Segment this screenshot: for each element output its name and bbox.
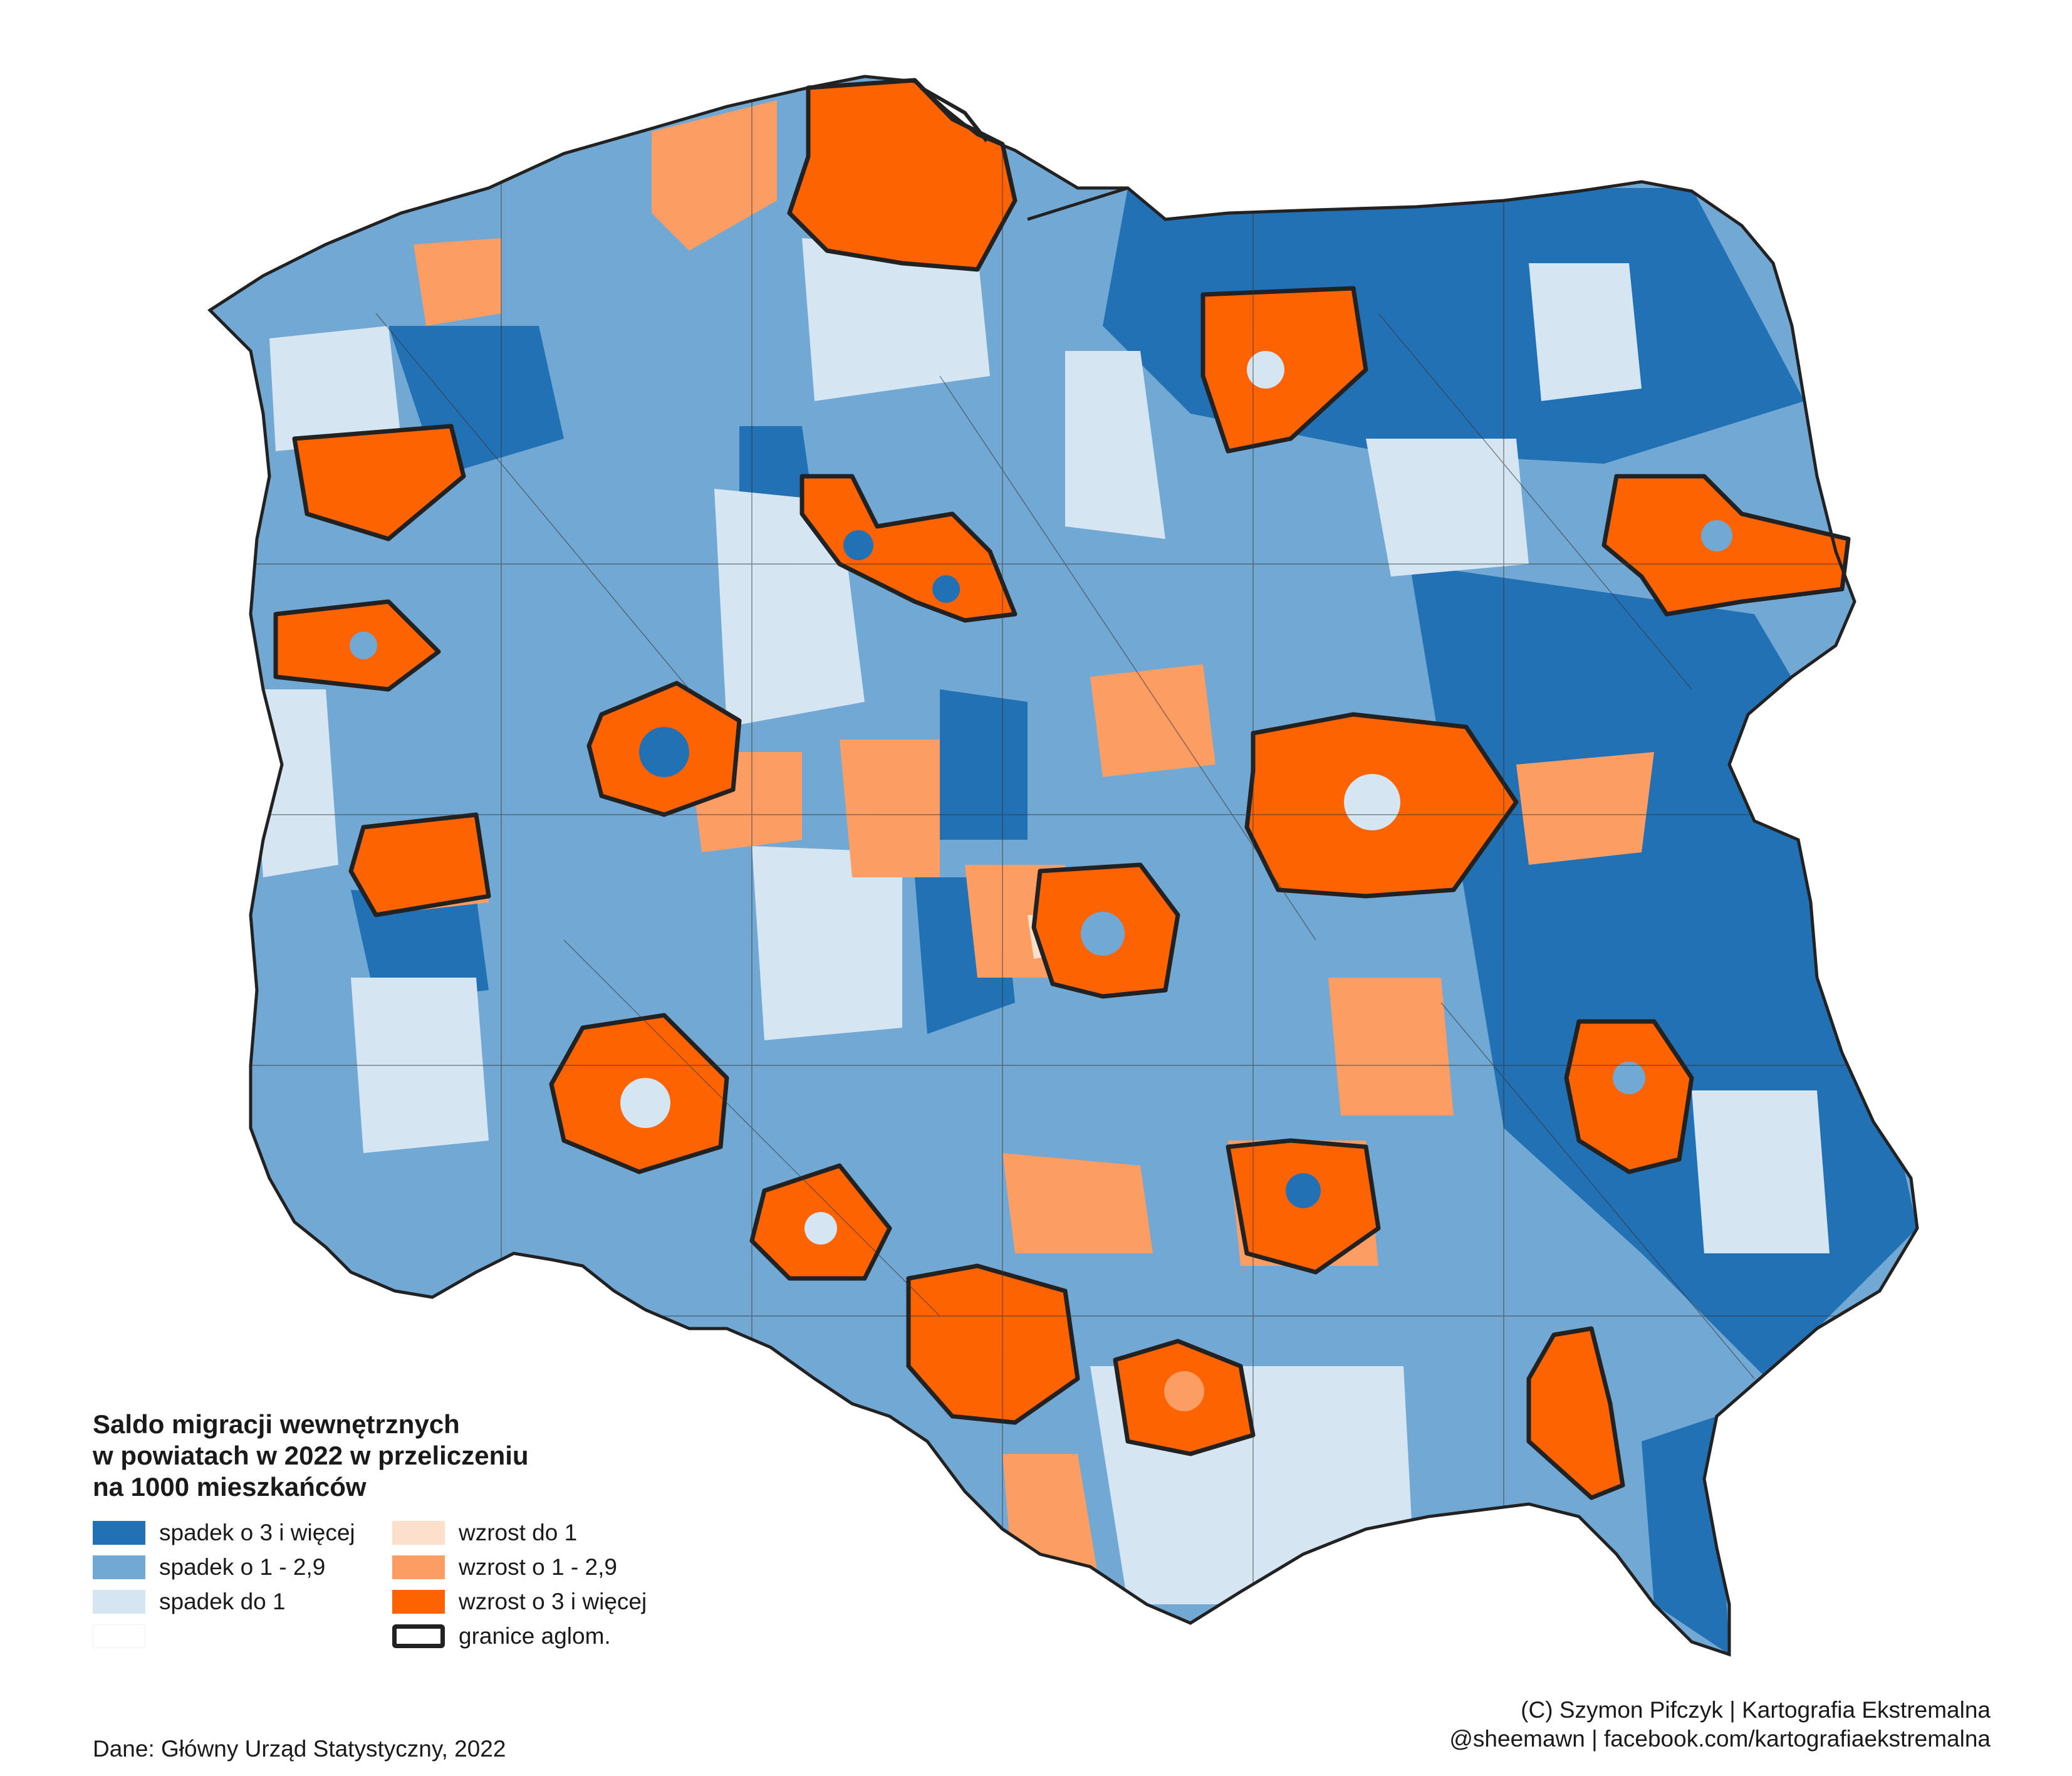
region-central-north <box>739 426 815 514</box>
legend-label: wzrost o 1 - 2,9 <box>459 1554 617 1580</box>
legend-item-strong-increase: wzrost o 3 i więcej <box>392 1587 668 1616</box>
region-incr-warmia <box>414 238 501 326</box>
agglomeration-bydgoszcz-torun <box>799 474 1018 623</box>
core-opole <box>804 1212 837 1245</box>
region-incr-mazowsze-w <box>1090 664 1216 777</box>
legend-swatch <box>93 1520 145 1545</box>
core-bialystok <box>1701 520 1732 551</box>
region-light-4 <box>1065 351 1165 539</box>
region-incr-radom <box>1328 978 1454 1115</box>
city-cores <box>350 351 1732 1411</box>
legend-swatch <box>392 1589 445 1614</box>
core-warsaw <box>1344 774 1400 830</box>
legend-swatch-outline <box>392 1624 445 1648</box>
legend-swatch <box>392 1520 445 1545</box>
agglomeration-lublin <box>1564 1019 1694 1174</box>
agglomeration-szczecin <box>292 424 466 541</box>
agglomeration-zielona-gora <box>348 812 491 917</box>
agglomeration-gdansk <box>787 78 1018 272</box>
region-incr-sieradz <box>840 739 940 877</box>
legend-col-decrease: spadek o 3 i więcej spadek o 1 - 2,9 spa… <box>93 1518 368 1651</box>
region-light-1 <box>269 326 401 451</box>
region-incr-east-lublin <box>1516 752 1654 865</box>
vistula-spit <box>1027 186 1128 221</box>
legend-item-slight-decrease: spadek do 1 <box>93 1587 368 1616</box>
agglomeration-katowice <box>906 1263 1080 1425</box>
region-light-2 <box>802 238 990 401</box>
region-light-9 <box>251 689 338 877</box>
core-lodz <box>1081 912 1125 956</box>
region-incr-czestochowa <box>1002 1153 1153 1253</box>
core-krakow <box>1164 1371 1204 1411</box>
agglomerations-layer <box>273 78 1851 1500</box>
legend-item-blank <box>93 1621 368 1651</box>
legend-item-agglomeration: granice aglom. <box>392 1621 668 1651</box>
core-wroclaw <box>620 1078 670 1128</box>
core-olsztyn <box>1247 351 1284 389</box>
region-southeast-strip <box>1642 1416 1729 1654</box>
legend-label: granice aglom. <box>459 1622 611 1649</box>
legend-item-slight-increase: wzrost do 1 <box>392 1518 668 1547</box>
legend-item-increase: wzrost o 1 - 2,9 <box>392 1552 668 1582</box>
hel-peninsula <box>920 86 989 142</box>
region-light-7 <box>1692 1090 1830 1253</box>
legend-label: spadek o 3 i więcej <box>159 1519 355 1545</box>
legend-label: spadek do 1 <box>159 1588 286 1614</box>
core-lublin <box>1613 1062 1645 1094</box>
core-torun <box>932 575 960 603</box>
legend-swatch <box>93 1555 145 1579</box>
credits-line-2: @sheemawn | facebook.com/kartografiaekst… <box>1449 1726 1991 1752</box>
credits-line-1: (C) Szymon Pifczyk | Kartografia Ekstrem… <box>1521 1697 1991 1723</box>
legend-title: Saldo migracji wewnętrznych w powiatach … <box>93 1409 529 1502</box>
legend-swatch <box>93 1624 145 1648</box>
legend: Saldo migracji wewnętrznych w powiatach … <box>93 1409 782 1651</box>
legend-label: wzrost do 1 <box>459 1519 578 1545</box>
core-poznan <box>639 727 689 777</box>
region-incr-pomorze <box>652 100 777 251</box>
region-light-6 <box>1366 439 1529 577</box>
credits: (C) Szymon Pifczyk | Kartografia Ekstrem… <box>1449 1696 1991 1753</box>
legend-swatch <box>93 1589 145 1614</box>
region-light-11 <box>752 846 902 1040</box>
legend-item-strong-decrease: spadek o 3 i więcej <box>93 1518 368 1547</box>
legend-col-increase: wzrost do 1 wzrost o 1 - 2,9 wzrost o 3 … <box>392 1518 668 1651</box>
region-west-lubuskie <box>351 890 489 1003</box>
legend-swatch <box>392 1555 445 1579</box>
core-gorzow <box>350 632 377 659</box>
core-bydgoszcz <box>843 530 873 560</box>
legend-label: spadek o 1 - 2,9 <box>159 1554 326 1580</box>
data-source: Dane: Główny Urząd Statystyczny, 2022 <box>93 1736 506 1762</box>
core-kielce <box>1286 1173 1321 1208</box>
legend-label: wzrost o 3 i więcej <box>459 1588 647 1614</box>
legend-item-decrease: spadek o 1 - 2,9 <box>93 1552 368 1582</box>
region-kujawy <box>940 689 1028 840</box>
agglomeration-rzeszow <box>1526 1326 1625 1500</box>
region-light-5 <box>1529 263 1642 401</box>
